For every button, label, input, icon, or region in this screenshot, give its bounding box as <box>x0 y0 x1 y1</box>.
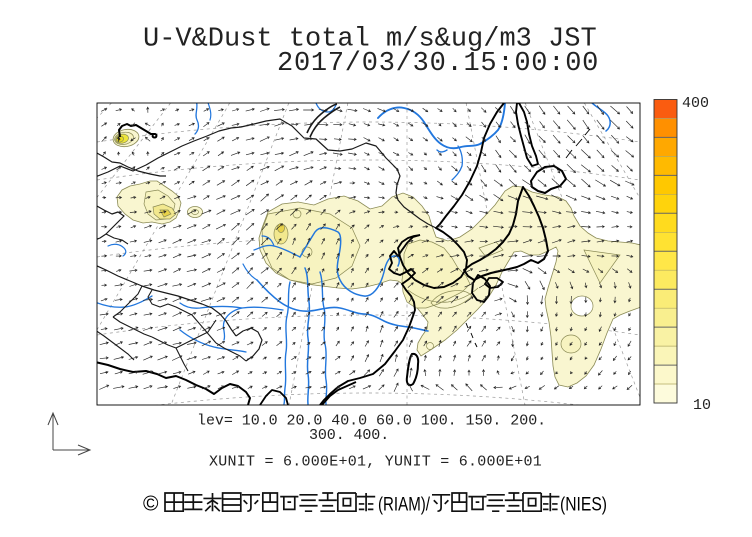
svg-text:U-V&Dust total m/s&ug/m3 JST: U-V&Dust total m/s&ug/m3 JST <box>143 25 597 55</box>
svg-text:©: © <box>143 493 159 516</box>
svg-text:(NIES): (NIES) <box>560 495 607 516</box>
svg-text:400: 400 <box>682 95 709 112</box>
svg-text:300. 400.: 300. 400. <box>309 427 389 444</box>
svg-text:XUNIT = 6.000E+01, YUNIT = 6.0: XUNIT = 6.000E+01, YUNIT = 6.000E+01 <box>209 454 542 471</box>
svg-text:(RIAM)/: (RIAM)/ <box>378 495 431 516</box>
svg-text:lev= 10.0 20.0 40.0 60.0 100.: lev= 10.0 20.0 40.0 60.0 100. 150. 200. <box>197 413 546 430</box>
svg-text:2017/03/30.15:00:00: 2017/03/30.15:00:00 <box>277 49 599 79</box>
svg-text:10: 10 <box>693 397 711 414</box>
